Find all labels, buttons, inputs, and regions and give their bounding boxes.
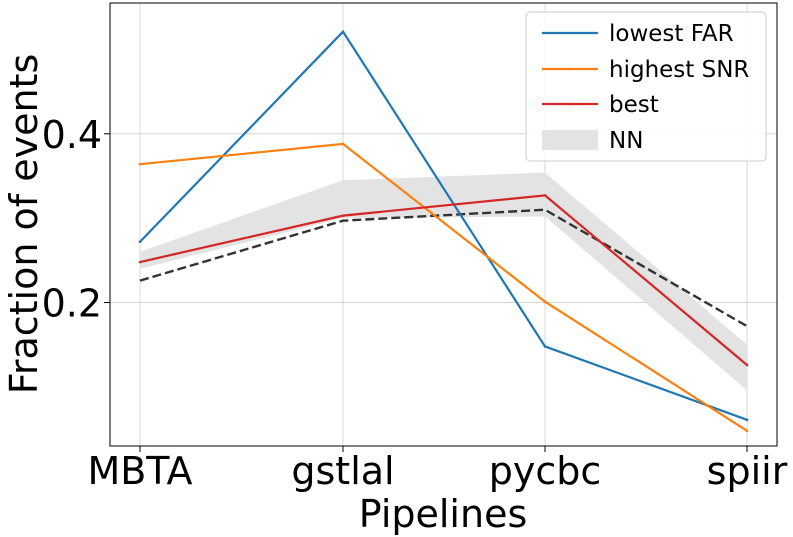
x-tick-label-spiir: spiir xyxy=(707,449,788,493)
series-layer xyxy=(138,29,749,433)
x-tick-label-mbta: MBTA xyxy=(87,449,192,493)
legend-swatch-nn xyxy=(542,130,598,150)
legend-box xyxy=(525,11,767,162)
plot-frame xyxy=(109,2,778,447)
x-axis-label: Pipelines xyxy=(359,492,528,536)
y-tick-label-0: 0.2 xyxy=(42,282,102,326)
x-axis: MBTA gstlal pycbc spiir xyxy=(87,446,788,493)
point-lowest-far-mbta xyxy=(138,240,142,244)
point-highest-snr-mbta xyxy=(138,162,142,166)
y-tick-label-1: 0.4 xyxy=(42,113,102,157)
series-line-best xyxy=(139,194,748,366)
point-best-mbta xyxy=(138,260,142,264)
point-lowest-far-pycbc xyxy=(543,345,547,348)
point-best-gstlal xyxy=(341,214,345,217)
point-best-spiir xyxy=(745,363,749,367)
series-line-lowest-far xyxy=(139,29,748,421)
point-lowest-far-spiir xyxy=(745,418,749,422)
x-tick-label-pycbc: pycbc xyxy=(489,449,602,493)
point-highest-snr-pycbc xyxy=(543,300,547,304)
legend-marker-lowest-far xyxy=(568,31,572,35)
point-best-pycbc xyxy=(543,194,547,197)
legend: lowest FAR highest SNR best NN xyxy=(525,11,767,162)
y-axis: 0.2 0.4 xyxy=(42,113,110,326)
legend-label-highest-snr: highest SNR xyxy=(609,57,749,83)
legend-label-nn: NN xyxy=(609,128,643,154)
legend-marker-best xyxy=(568,102,572,106)
legend-marker-highest-snr xyxy=(568,67,572,71)
point-lowest-far-gstlal xyxy=(341,30,345,33)
point-highest-snr-spiir xyxy=(745,429,749,433)
x-tick-label-gstlal: gstlal xyxy=(291,449,394,493)
series-line-highest-snr xyxy=(139,142,748,432)
y-axis-label: Fraction of events xyxy=(2,54,46,395)
nn-median-line xyxy=(139,208,748,328)
legend-label-best: best xyxy=(609,92,659,118)
point-highest-snr-gstlal xyxy=(341,142,345,146)
legend-label-lowest-far: lowest FAR xyxy=(609,21,734,47)
